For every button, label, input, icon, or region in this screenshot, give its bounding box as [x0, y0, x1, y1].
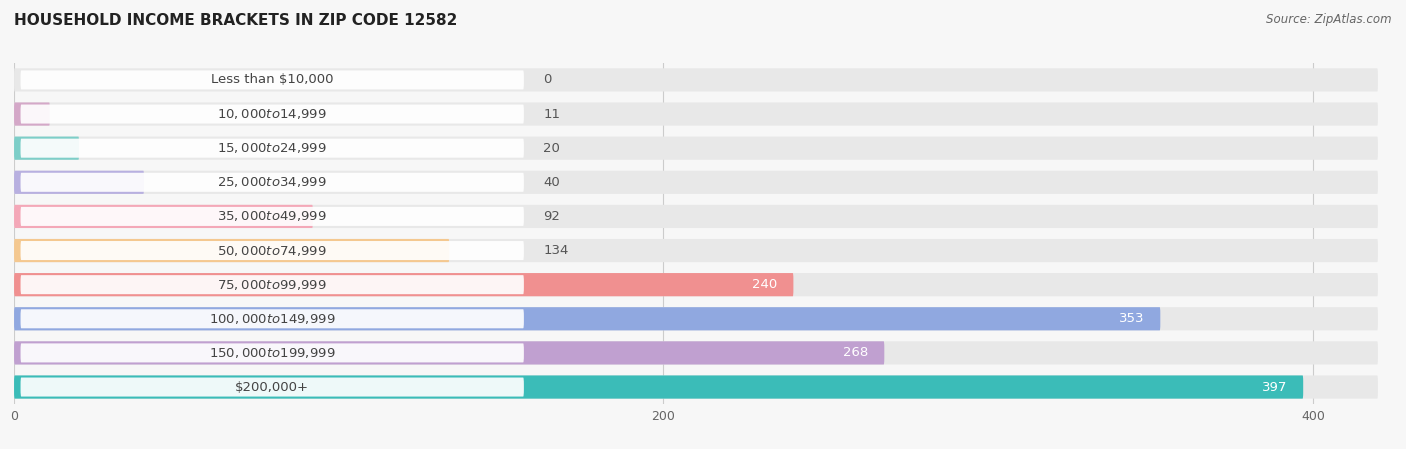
FancyBboxPatch shape — [14, 171, 1378, 194]
Text: $150,000 to $199,999: $150,000 to $199,999 — [209, 346, 336, 360]
Text: 268: 268 — [842, 347, 868, 359]
FancyBboxPatch shape — [14, 307, 1160, 330]
Text: $25,000 to $34,999: $25,000 to $34,999 — [218, 175, 328, 189]
FancyBboxPatch shape — [14, 171, 143, 194]
Text: Less than $10,000: Less than $10,000 — [211, 74, 333, 86]
FancyBboxPatch shape — [21, 139, 524, 158]
FancyBboxPatch shape — [14, 341, 884, 365]
FancyBboxPatch shape — [14, 273, 793, 296]
FancyBboxPatch shape — [21, 275, 524, 294]
FancyBboxPatch shape — [21, 207, 524, 226]
FancyBboxPatch shape — [14, 205, 1378, 228]
Text: 240: 240 — [752, 278, 778, 291]
FancyBboxPatch shape — [14, 136, 1378, 160]
FancyBboxPatch shape — [21, 241, 524, 260]
Text: 11: 11 — [543, 108, 561, 120]
FancyBboxPatch shape — [21, 173, 524, 192]
FancyBboxPatch shape — [14, 239, 1378, 262]
FancyBboxPatch shape — [14, 239, 449, 262]
Text: $100,000 to $149,999: $100,000 to $149,999 — [209, 312, 336, 326]
FancyBboxPatch shape — [14, 307, 1378, 330]
FancyBboxPatch shape — [14, 375, 1378, 399]
FancyBboxPatch shape — [14, 102, 49, 126]
Text: 20: 20 — [543, 142, 560, 154]
Text: $15,000 to $24,999: $15,000 to $24,999 — [218, 141, 328, 155]
FancyBboxPatch shape — [14, 273, 1378, 296]
Text: $50,000 to $74,999: $50,000 to $74,999 — [218, 243, 328, 258]
Text: 0: 0 — [543, 74, 551, 86]
FancyBboxPatch shape — [14, 136, 79, 160]
Text: $35,000 to $49,999: $35,000 to $49,999 — [218, 209, 328, 224]
FancyBboxPatch shape — [21, 309, 524, 328]
Text: $200,000+: $200,000+ — [235, 381, 309, 393]
Text: 353: 353 — [1119, 313, 1144, 325]
Text: 40: 40 — [543, 176, 560, 189]
FancyBboxPatch shape — [14, 102, 1378, 126]
FancyBboxPatch shape — [21, 70, 524, 89]
FancyBboxPatch shape — [21, 105, 524, 123]
Text: 134: 134 — [543, 244, 569, 257]
Text: Source: ZipAtlas.com: Source: ZipAtlas.com — [1267, 13, 1392, 26]
FancyBboxPatch shape — [14, 341, 1378, 365]
Text: 92: 92 — [543, 210, 560, 223]
Text: HOUSEHOLD INCOME BRACKETS IN ZIP CODE 12582: HOUSEHOLD INCOME BRACKETS IN ZIP CODE 12… — [14, 13, 457, 28]
Text: $75,000 to $99,999: $75,000 to $99,999 — [218, 277, 328, 292]
FancyBboxPatch shape — [14, 205, 312, 228]
FancyBboxPatch shape — [14, 375, 1303, 399]
Text: 397: 397 — [1261, 381, 1286, 393]
FancyBboxPatch shape — [21, 343, 524, 362]
Text: $10,000 to $14,999: $10,000 to $14,999 — [218, 107, 328, 121]
FancyBboxPatch shape — [14, 68, 1378, 92]
FancyBboxPatch shape — [21, 378, 524, 396]
